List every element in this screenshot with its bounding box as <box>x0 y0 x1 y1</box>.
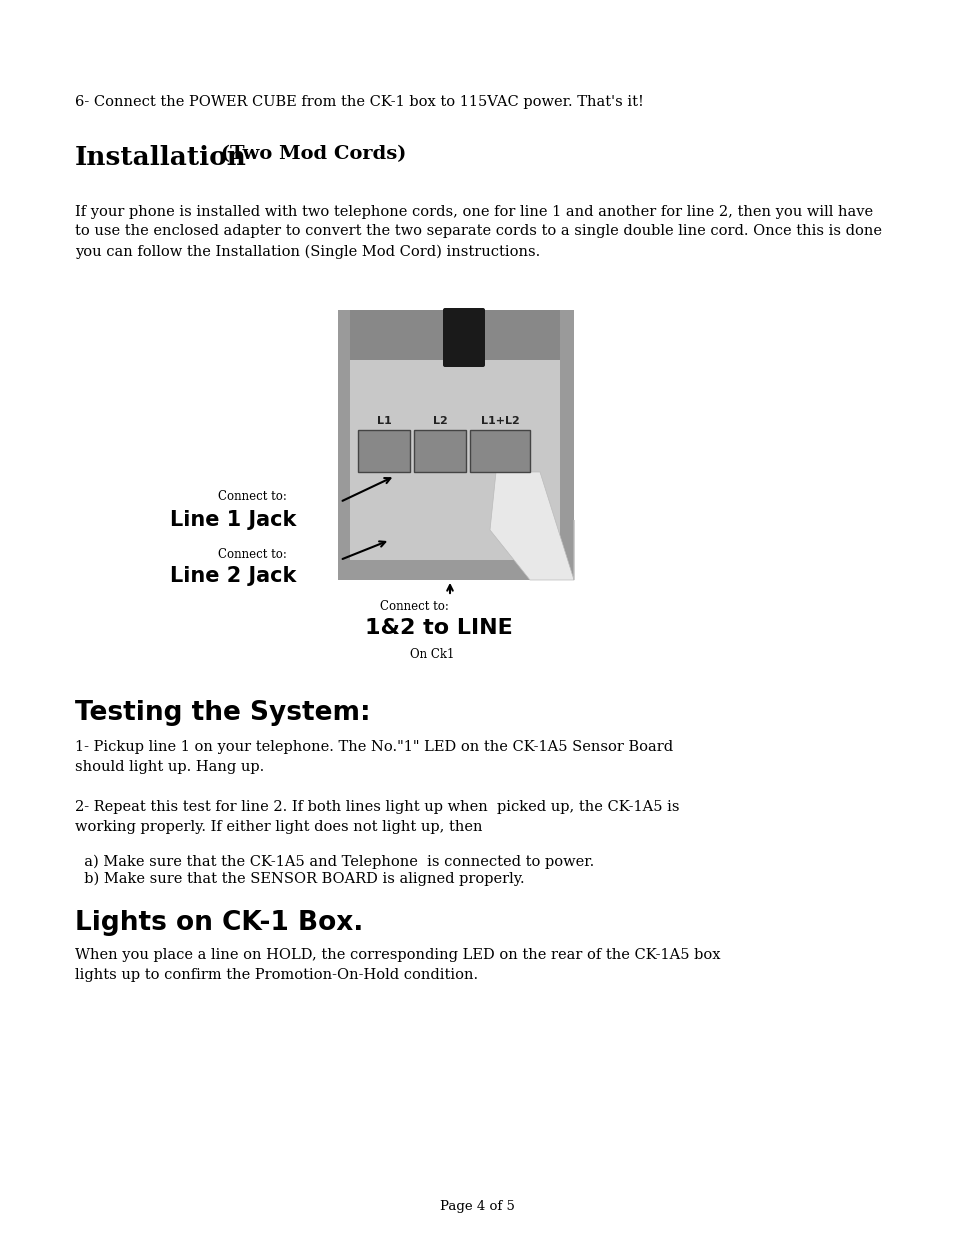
Text: L1: L1 <box>376 416 391 426</box>
Bar <box>357 430 410 472</box>
Text: 1- Pickup line 1 on your telephone. The No."1" LED on the CK-1A5 Sensor Board
sh: 1- Pickup line 1 on your telephone. The … <box>75 740 673 773</box>
Text: a) Make sure that the CK-1A5 and Telephone  is connected to power.: a) Make sure that the CK-1A5 and Telepho… <box>75 855 594 869</box>
Bar <box>337 310 574 580</box>
Text: Line 2 Jack: Line 2 Jack <box>170 566 296 585</box>
Text: Connect to:: Connect to: <box>218 548 287 561</box>
Text: Connect to:: Connect to: <box>379 600 448 613</box>
Text: L1+L2: L1+L2 <box>480 416 518 426</box>
Text: (Two Mod Cords): (Two Mod Cords) <box>213 144 406 163</box>
Text: On Ck1: On Ck1 <box>410 648 454 661</box>
FancyBboxPatch shape <box>442 308 484 367</box>
Text: L2: L2 <box>432 416 447 426</box>
Text: Lights on CK-1 Box.: Lights on CK-1 Box. <box>75 910 363 936</box>
Text: b) Make sure that the SENSOR BOARD is aligned properly.: b) Make sure that the SENSOR BOARD is al… <box>75 872 524 887</box>
Text: Line 1 Jack: Line 1 Jack <box>170 510 296 530</box>
Text: Page 4 of 5: Page 4 of 5 <box>439 1200 514 1213</box>
Text: Connect to:: Connect to: <box>218 490 287 503</box>
Bar <box>414 430 465 472</box>
Bar <box>350 359 559 559</box>
Text: Installation: Installation <box>75 144 247 170</box>
Bar <box>350 310 559 359</box>
Bar <box>470 430 530 472</box>
Text: If your phone is installed with two telephone cords, one for line 1 and another : If your phone is installed with two tele… <box>75 205 882 258</box>
Text: 6- Connect the POWER CUBE from the CK-1 box to 115VAC power. That's it!: 6- Connect the POWER CUBE from the CK-1 … <box>75 95 643 109</box>
Text: Testing the System:: Testing the System: <box>75 700 370 726</box>
Text: When you place a line on HOLD, the corresponding LED on the rear of the CK-1A5 b: When you place a line on HOLD, the corre… <box>75 948 720 982</box>
Polygon shape <box>490 472 574 580</box>
Text: 2- Repeat this test for line 2. If both lines light up when  picked up, the CK-1: 2- Repeat this test for line 2. If both … <box>75 800 679 834</box>
Text: 1&2 to LINE: 1&2 to LINE <box>365 618 512 638</box>
